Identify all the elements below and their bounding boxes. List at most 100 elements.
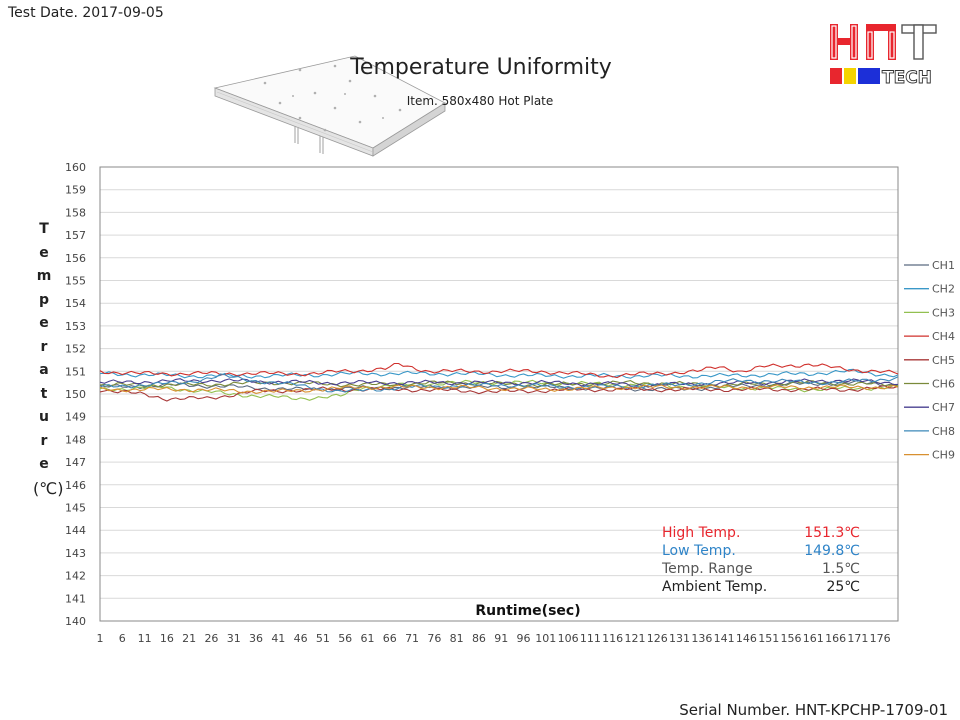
x-tick-label: 16	[160, 632, 174, 645]
y-tick-label: 149	[65, 411, 86, 424]
x-tick-label: 76	[427, 632, 441, 645]
stat-value: 25℃	[826, 579, 860, 595]
y-tick-label: 150	[65, 388, 86, 401]
legend-label-ch6: CH6	[932, 378, 955, 391]
x-tick-label: 71	[405, 632, 419, 645]
x-axis-label: Runtime(sec)	[475, 603, 580, 619]
y-axis-label-letter: m	[36, 268, 52, 284]
hot-plate-illustration	[213, 55, 446, 157]
y-axis-label-letter: T	[39, 221, 49, 237]
stat-label: Temp. Range	[661, 561, 753, 577]
legend-label-ch3: CH3	[932, 306, 955, 319]
series-line-ch9	[99, 384, 899, 394]
x-tick-label: 136	[691, 632, 712, 645]
y-tick-label: 147	[65, 456, 86, 469]
x-tick-label: 46	[294, 632, 308, 645]
x-tick-label: 51	[316, 632, 330, 645]
x-tick-label: 171	[847, 632, 868, 645]
y-tick-label: 159	[65, 184, 86, 197]
series-line-ch7	[99, 378, 899, 388]
stat-value: 149.8℃	[804, 543, 860, 559]
x-tick-label: 11	[138, 632, 152, 645]
y-tick-label: 146	[65, 479, 86, 492]
stat-label: Ambient Temp.	[662, 579, 767, 595]
x-tick-label: 26	[204, 632, 218, 645]
x-tick-label: 36	[249, 632, 263, 645]
y-tick-label: 140	[65, 615, 86, 628]
legend-label-ch2: CH2	[932, 283, 955, 296]
y-axis-label-letter: p	[38, 291, 50, 308]
x-tick-label: 91	[494, 632, 508, 645]
plot-area	[99, 166, 899, 622]
series-line-ch4	[99, 362, 899, 379]
y-axis-label-letter: e	[39, 315, 49, 331]
x-tick-label: 166	[825, 632, 846, 645]
legend-label-ch9: CH9	[932, 449, 955, 462]
x-tick-label: 81	[450, 632, 464, 645]
x-tick-label: 61	[360, 632, 374, 645]
serial-number: Serial Number. HNT-KPCHP-1709-01	[679, 701, 948, 719]
stat-value: 1.5℃	[822, 561, 860, 577]
series-line-ch6	[99, 380, 899, 388]
x-tick-label: 116	[602, 632, 623, 645]
y-tick-label: 143	[65, 547, 86, 560]
y-tick-label: 153	[65, 320, 86, 333]
y-tick-label: 156	[65, 252, 86, 265]
legend-label-ch7: CH7	[932, 401, 955, 414]
x-tick-label: 101	[535, 632, 556, 645]
y-tick-label: 141	[65, 592, 86, 605]
y-tick-label: 152	[65, 343, 86, 356]
x-tick-label: 6	[119, 632, 126, 645]
x-tick-label: 66	[383, 632, 397, 645]
y-axis-label-letter: r	[40, 432, 48, 449]
x-tick-label: 86	[472, 632, 486, 645]
legend-label-ch8: CH8	[932, 425, 955, 438]
x-tick-label: 146	[736, 632, 757, 645]
y-axis-label-letter: e	[39, 244, 49, 261]
legend-label-ch4: CH4	[932, 330, 955, 343]
x-tick-label: 1	[97, 632, 104, 645]
logo-tech-text: TECH	[882, 68, 932, 88]
y-tick-label: 142	[65, 570, 86, 583]
x-tick-label: 126	[647, 632, 668, 645]
stat-label: Low Temp.	[662, 543, 736, 559]
y-axis-label-letter: u	[39, 409, 49, 425]
hnt-tech-logo: TECH	[830, 24, 937, 88]
y-axis-label-letter: e	[39, 456, 49, 472]
x-tick-label: 156	[781, 632, 802, 645]
legend-label-ch1: CH1	[932, 259, 955, 272]
x-tick-label: 151	[758, 632, 779, 645]
series-line-ch2	[99, 368, 899, 379]
x-tick-label: 161	[803, 632, 824, 645]
series-line-ch8	[99, 373, 899, 393]
y-tick-label: 157	[65, 229, 86, 242]
y-tick-label: 155	[65, 275, 86, 288]
x-tick-label: 21	[182, 632, 196, 645]
chart-title: Temperature Uniformity	[350, 55, 612, 80]
y-tick-label: 160	[65, 161, 86, 174]
stat-label: High Temp.	[662, 525, 740, 541]
y-axis-label-letter: r	[40, 338, 48, 355]
stat-value: 151.3℃	[804, 525, 860, 541]
x-tick-label: 31	[227, 632, 241, 645]
y-tick-label: 145	[65, 502, 86, 515]
x-tick-label: 131	[669, 632, 690, 645]
x-tick-label: 96	[517, 632, 531, 645]
y-tick-label: 158	[65, 206, 86, 219]
y-tick-label: 154	[65, 297, 86, 310]
test-date: Test Date. 2017-09-05	[8, 5, 164, 21]
y-axis-label-letter: a	[39, 362, 49, 378]
chart-subtitle: Item. 580x480 Hot Plate	[406, 94, 554, 108]
x-tick-label: 41	[271, 632, 285, 645]
x-tick-label: 106	[558, 632, 579, 645]
y-tick-label: 144	[65, 524, 86, 537]
x-tick-label: 141	[714, 632, 735, 645]
series-line-ch5	[99, 385, 899, 402]
y-axis-label-letter: t	[40, 385, 48, 402]
x-tick-label: 121	[624, 632, 645, 645]
legend-label-ch5: CH5	[932, 354, 955, 367]
y-tick-label: 151	[65, 365, 86, 378]
x-tick-label: 111	[580, 632, 601, 645]
